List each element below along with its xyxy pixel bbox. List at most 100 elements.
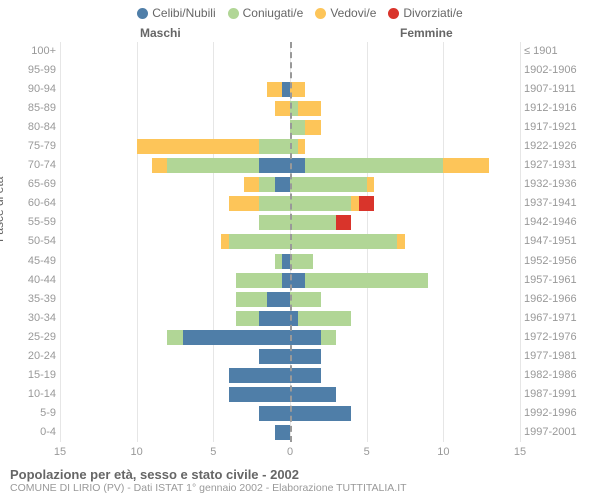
- bar-female: [367, 177, 375, 192]
- bar-male: [236, 292, 267, 307]
- legend-label: Celibi/Nubili: [152, 6, 215, 20]
- bar-female: [290, 254, 313, 269]
- bar-male: [267, 292, 290, 307]
- birth-label: 1942-1946: [524, 216, 592, 228]
- bar-female: [321, 330, 336, 345]
- bar-male: [167, 158, 259, 173]
- bar-male: [259, 311, 290, 326]
- age-label: 90-94: [12, 83, 56, 95]
- birth-label: 1972-1976: [524, 331, 592, 343]
- bar-male: [259, 349, 290, 364]
- age-label: 50-54: [12, 235, 56, 247]
- birth-label: 1997-2001: [524, 426, 592, 438]
- age-label: 40-44: [12, 274, 56, 286]
- birth-label: ≤ 1901: [524, 45, 592, 57]
- center-line: [290, 42, 292, 442]
- footer: Popolazione per età, sesso e stato civil…: [10, 467, 407, 494]
- age-label: 10-14: [12, 388, 56, 400]
- bar-male: [137, 139, 260, 154]
- bar-female: [290, 196, 351, 211]
- bar-male: [275, 254, 283, 269]
- header-female: Femmine: [400, 26, 453, 40]
- bar-female: [290, 406, 351, 421]
- legend-item: Divorziati/e: [382, 6, 468, 20]
- plot-area: Fasce di età Anni di nascita 15105051015…: [60, 42, 520, 442]
- bar-male: [282, 273, 290, 288]
- birth-label: 1947-1951: [524, 235, 592, 247]
- birth-label: 1927-1931: [524, 159, 592, 171]
- bar-male: [236, 311, 259, 326]
- legend-label: Coniugati/e: [243, 6, 304, 20]
- header-male: Maschi: [140, 26, 181, 40]
- bar-male: [236, 273, 282, 288]
- birth-label: 1967-1971: [524, 312, 592, 324]
- birth-label: 1907-1911: [524, 83, 592, 95]
- age-label: 15-19: [12, 369, 56, 381]
- bar-female: [336, 215, 351, 230]
- x-tick-label: 10: [131, 446, 143, 458]
- age-label: 85-89: [12, 102, 56, 114]
- bar-female: [290, 215, 336, 230]
- bar-male: [183, 330, 290, 345]
- bar-male: [259, 406, 290, 421]
- age-label: 75-79: [12, 140, 56, 152]
- axis-title-left: Fasce di età: [0, 177, 6, 242]
- age-label: 55-59: [12, 216, 56, 228]
- bar-male: [229, 234, 290, 249]
- birth-label: 1922-1926: [524, 140, 592, 152]
- age-label: 0-4: [12, 426, 56, 438]
- bar-male: [259, 196, 290, 211]
- birth-label: 1992-1996: [524, 407, 592, 419]
- legend-dot: [137, 8, 148, 19]
- birth-label: 1962-1966: [524, 293, 592, 305]
- age-label: 70-74: [12, 159, 56, 171]
- bar-male: [259, 158, 290, 173]
- bar-male: [275, 177, 290, 192]
- age-label: 65-69: [12, 178, 56, 190]
- bar-female: [359, 196, 374, 211]
- bar-female: [443, 158, 489, 173]
- birth-label: 1937-1941: [524, 197, 592, 209]
- bar-female: [290, 158, 305, 173]
- x-tick-label: 5: [364, 446, 370, 458]
- birth-label: 1987-1991: [524, 388, 592, 400]
- chart-subtitle: COMUNE DI LIRIO (PV) - Dati ISTAT 1° gen…: [10, 482, 407, 494]
- age-label: 95-99: [12, 64, 56, 76]
- birth-label: 1952-1956: [524, 255, 592, 267]
- x-tick-label: 5: [210, 446, 216, 458]
- bar-female: [290, 330, 321, 345]
- bar-female: [397, 234, 405, 249]
- bar-female: [290, 273, 305, 288]
- bar-male: [282, 82, 290, 97]
- bar-female: [290, 82, 305, 97]
- bar-male: [259, 139, 290, 154]
- bar-male: [152, 158, 167, 173]
- age-label: 100+: [12, 45, 56, 57]
- bar-male: [282, 254, 290, 269]
- bar-female: [290, 349, 321, 364]
- bar-male: [275, 101, 290, 116]
- legend-item: Vedovi/e: [309, 6, 382, 20]
- bar-male: [229, 196, 260, 211]
- bar-female: [298, 139, 306, 154]
- bar-female: [290, 292, 321, 307]
- bar-male: [221, 234, 229, 249]
- birth-label: 1977-1981: [524, 350, 592, 362]
- legend-dot: [315, 8, 326, 19]
- legend-label: Vedovi/e: [330, 6, 376, 20]
- birth-label: 1957-1961: [524, 274, 592, 286]
- x-tick-label: 15: [514, 446, 526, 458]
- bar-female: [290, 234, 397, 249]
- bar-male: [167, 330, 182, 345]
- bar-female: [305, 120, 320, 135]
- x-tick-label: 15: [54, 446, 66, 458]
- bar-female: [305, 273, 428, 288]
- chart-title: Popolazione per età, sesso e stato civil…: [10, 467, 407, 482]
- age-label: 45-49: [12, 255, 56, 267]
- pyramid-chart: Celibi/Nubili Coniugati/e Vedovi/e Divorzia…: [0, 0, 600, 500]
- grid-line: [520, 42, 521, 442]
- birth-label: 1912-1916: [524, 102, 592, 114]
- birth-label: 1932-1936: [524, 178, 592, 190]
- bar-female: [298, 101, 321, 116]
- bar-female: [290, 120, 305, 135]
